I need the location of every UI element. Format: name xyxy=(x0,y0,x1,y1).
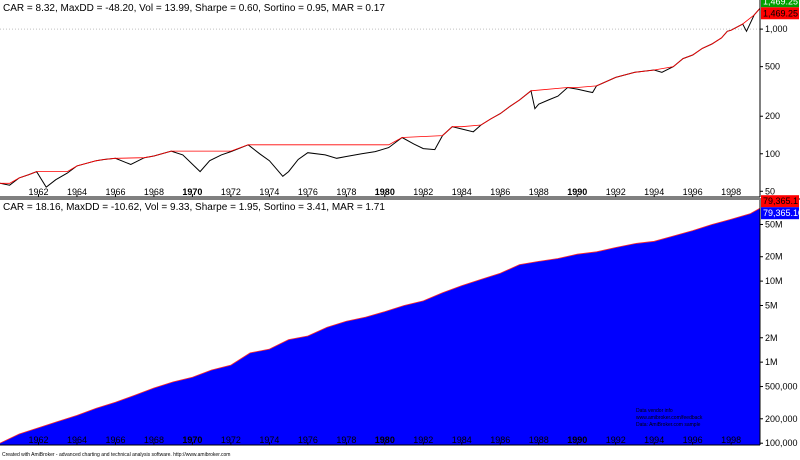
price-y-tick-label: 1,000 xyxy=(765,24,788,34)
price-x-tick-label: 1964 xyxy=(67,187,87,197)
price-x-tick-label: 1990 xyxy=(567,187,587,197)
equity-series-area-0 xyxy=(0,208,760,445)
equity-x-tick-label: 1992 xyxy=(606,435,626,445)
equity-x-tick-label: 1982 xyxy=(413,435,433,445)
equity-x-tick-label: 1996 xyxy=(683,435,703,445)
equity-x-tick-label: 1998 xyxy=(721,435,741,445)
price-x-tick-label: 1980 xyxy=(375,187,395,197)
equity-x-tick-label: 1976 xyxy=(298,435,318,445)
price-y-tick-label: 500 xyxy=(765,62,780,72)
price-y-tick-label: 50 xyxy=(765,186,775,196)
price-value-badge xyxy=(761,7,799,20)
price-x-tick-label: 1996 xyxy=(683,187,703,197)
price-x-tick-label: 1988 xyxy=(529,187,549,197)
equity-x-tick-label: 1986 xyxy=(490,435,510,445)
price-x-tick-label: 1992 xyxy=(606,187,626,197)
price-x-tick-label: 1968 xyxy=(144,187,164,197)
price-pane-y-tick-labels: 50 100 200 500 1,000 xyxy=(760,24,788,196)
equity-y-tick-label: 500,000 xyxy=(765,382,798,392)
footer-credit: Created with AmiBroker - advanced charti… xyxy=(2,452,230,458)
equity-pane-y-tick-labels: 100,000 200,000 500,000 1M 2M 5M 10M 20M 50M xyxy=(760,219,798,448)
equity-x-tick-label: 1988 xyxy=(529,435,549,445)
price-value-badge xyxy=(761,0,799,8)
price-x-tick-label: 1974 xyxy=(259,187,279,197)
data-vendor-note-line: Data vendor info xyxy=(636,408,673,414)
equity-x-tick-label: 1980 xyxy=(375,435,395,445)
equity-y-tick-label: 10M xyxy=(765,276,783,286)
equity-y-tick-label: 1M xyxy=(765,357,778,367)
equity-x-tick-label: 1974 xyxy=(259,435,279,445)
price-series-line-0 xyxy=(0,7,761,188)
price-pane-stats: CAR = 8.32, MaxDD = -48.20, Vol = 13.99,… xyxy=(3,3,385,14)
equity-y-tick-label: 20M xyxy=(765,252,783,262)
equity-value-badge xyxy=(761,207,799,220)
price-x-tick-label: 1972 xyxy=(221,187,241,197)
price-y-tick-label: 200 xyxy=(765,111,780,121)
data-vendor-note: Data vendor info www.amibroker.com/feedb… xyxy=(636,408,703,428)
equity-x-tick-label: 1978 xyxy=(336,435,356,445)
equity-value-badge xyxy=(761,195,799,208)
price-x-tick-label: 1986 xyxy=(490,187,510,197)
equity-pane-stats: CAR = 18.16, MaxDD = -10.62, Vol = 9.33,… xyxy=(3,202,385,213)
equity-x-tick-label: 1968 xyxy=(144,435,164,445)
price-x-tick-label: 1970 xyxy=(182,187,202,197)
equity-value-badge-label: 79,365.1 xyxy=(763,196,798,206)
equity-x-tick-label: 1966 xyxy=(105,435,125,445)
equity-x-tick-label: 1994 xyxy=(644,435,664,445)
equity-y-tick-label: 100,000 xyxy=(765,438,798,448)
equity-x-tick-label: 1990 xyxy=(567,435,587,445)
equity-pane-value-badges: 79,365.1 79,365.10 xyxy=(761,195,800,220)
data-vendor-note-line: www.amibroker.com/feedback xyxy=(636,415,703,421)
price-x-tick-label: 1998 xyxy=(721,187,741,197)
price-x-tick-label: 1966 xyxy=(105,187,125,197)
price-x-tick-label: 1962 xyxy=(28,187,48,197)
price-pane[interactable]: CAR = 8.32, MaxDD = -48.20, Vol = 13.99,… xyxy=(0,0,799,198)
equity-pane-x-tick-labels: 1962 1964 1966 1968 1970 1972 1974 1976 1978 1980… xyxy=(28,435,741,445)
equity-x-tick-label: 1962 xyxy=(28,435,48,445)
equity-x-tick-label: 1984 xyxy=(452,435,472,445)
equity-y-tick-label: 50M xyxy=(765,219,783,229)
equity-pane[interactable]: CAR = 18.16, MaxDD = -10.62, Vol = 9.33,… xyxy=(0,195,800,448)
price-x-tick-label: 1984 xyxy=(452,187,472,197)
equity-y-tick-label: 5M xyxy=(765,301,778,311)
equity-y-tick-label: 2M xyxy=(765,333,778,343)
price-x-tick-label: 1982 xyxy=(413,187,433,197)
data-vendor-note-line: Data: AmiBroker.com sample xyxy=(636,422,701,428)
equity-x-tick-label: 1964 xyxy=(67,435,87,445)
equity-x-tick-label: 1970 xyxy=(182,435,202,445)
price-x-tick-label: 1976 xyxy=(298,187,318,197)
price-value-badge-label: 1,469.25 xyxy=(763,0,798,6)
price-y-tick-label: 100 xyxy=(765,149,780,159)
equity-y-tick-label: 200,000 xyxy=(765,414,798,424)
equity-series-edge-0 xyxy=(0,207,761,444)
price-pane-series xyxy=(0,7,761,188)
price-value-badge-label: 1,469.25 xyxy=(763,8,798,18)
price-series-line-1 xyxy=(0,8,761,184)
price-pane-value-badges: 1,469.25 1,469.25 xyxy=(761,0,799,20)
price-pane-x-tick-labels: 1962 1964 1966 1968 1970 1972 1974 1976 1978 1980… xyxy=(28,187,741,197)
price-x-tick-label: 1994 xyxy=(644,187,664,197)
equity-x-tick-label: 1972 xyxy=(221,435,241,445)
equity-value-badge-label: 79,365.10 xyxy=(763,208,800,218)
equity-pane-series xyxy=(0,207,761,445)
price-x-tick-label: 1978 xyxy=(336,187,356,197)
